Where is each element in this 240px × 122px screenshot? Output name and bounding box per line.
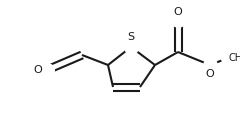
Text: O: O bbox=[206, 69, 214, 79]
Text: CH₃: CH₃ bbox=[229, 53, 240, 63]
Text: O: O bbox=[34, 65, 42, 75]
Text: O: O bbox=[174, 7, 182, 17]
Text: S: S bbox=[127, 32, 135, 42]
